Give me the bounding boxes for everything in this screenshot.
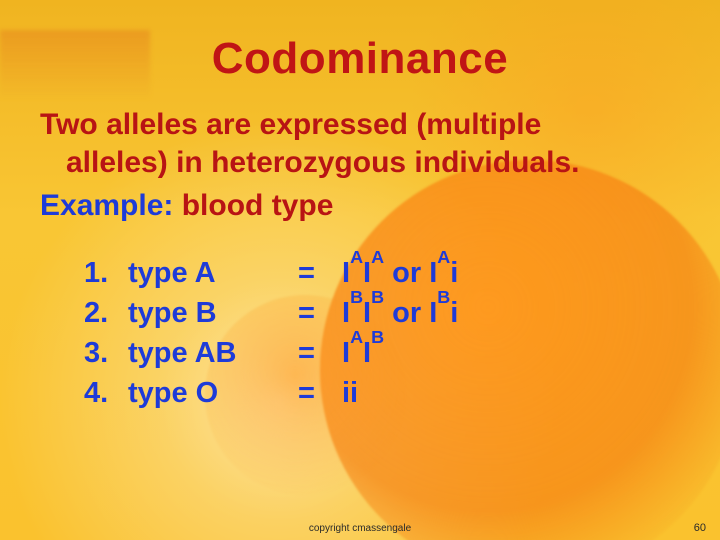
example-label: Example:	[40, 189, 173, 222]
slide-subtitle: Two alleles are expressed (multiple alle…	[40, 106, 680, 181]
blood-type-label: type B	[128, 293, 298, 333]
list-number: 1.	[84, 253, 128, 293]
equals-sign: =	[298, 333, 342, 373]
list-number: 2.	[84, 293, 128, 333]
blood-type-label: type A	[128, 253, 298, 293]
subtitle-line-2: alleles) in heterozygous individuals.	[40, 144, 680, 182]
genotype: IAIB	[342, 333, 384, 373]
slide-title: Codominance	[40, 34, 680, 84]
slide: Codominance Two alleles are expressed (m…	[0, 0, 720, 540]
list-item: 3.type AB=IAIB	[84, 333, 680, 373]
example-value: blood type	[173, 189, 333, 222]
blood-type-list: 1.type A=IAIA or IAi2.type B=IBIB or IBi…	[40, 253, 680, 413]
footer-copyright: copyright cmassengale	[0, 523, 720, 534]
subtitle-line-1: Two alleles are expressed (multiple	[40, 108, 541, 141]
slide-content: Codominance Two alleles are expressed (m…	[0, 0, 720, 413]
footer-page-number: 60	[694, 522, 706, 534]
blood-type-label: type O	[128, 373, 298, 413]
equals-sign: =	[298, 373, 342, 413]
equals-sign: =	[298, 253, 342, 293]
genotype: ii	[342, 373, 358, 413]
list-number: 4.	[84, 373, 128, 413]
equals-sign: =	[298, 293, 342, 333]
list-number: 3.	[84, 333, 128, 373]
list-item: 4.type O=ii	[84, 373, 680, 413]
blood-type-label: type AB	[128, 333, 298, 373]
example-line: Example: blood type	[40, 189, 680, 223]
